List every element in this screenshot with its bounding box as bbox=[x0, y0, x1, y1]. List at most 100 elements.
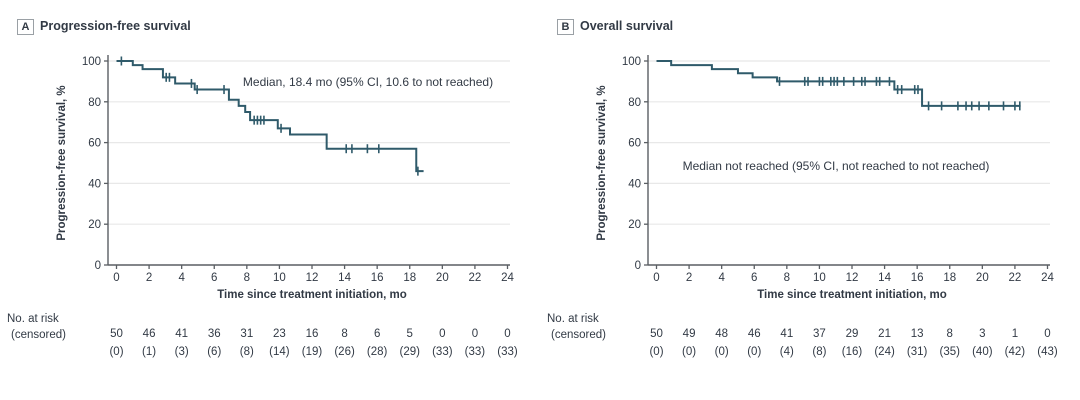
risk-table-censored-label: (censored) bbox=[551, 329, 606, 341]
x-axis-title: Time since treatment initiation, mo bbox=[757, 289, 947, 301]
x-tick-label: 14 bbox=[338, 272, 351, 284]
y-tick-label: 100 bbox=[622, 56, 641, 68]
x-tick-label: 16 bbox=[911, 272, 924, 284]
x-tick-label: 14 bbox=[878, 272, 891, 284]
x-tick-label: 6 bbox=[751, 272, 757, 284]
x-tick-label: 16 bbox=[371, 272, 384, 284]
at-risk-count: 0 bbox=[471, 328, 479, 340]
at-risk-count: 23 bbox=[273, 328, 286, 340]
risk-table-header: No. at risk bbox=[7, 313, 59, 325]
at-risk-count: 1 bbox=[1011, 328, 1019, 340]
x-tick-label: 20 bbox=[436, 272, 449, 284]
at-risk-count: 21 bbox=[878, 328, 891, 340]
at-risk-count: 50 bbox=[650, 328, 663, 340]
censored-count: (0) bbox=[682, 346, 697, 358]
censored-count: (19) bbox=[301, 346, 323, 358]
at-risk-row: 50 49 48 46 41 37 29 21 13 8 3 1 0 bbox=[540, 328, 1080, 344]
at-risk-count: 0 bbox=[1044, 328, 1051, 340]
censored-count: (0) bbox=[714, 346, 729, 358]
x-tick-label: 4 bbox=[718, 272, 725, 284]
y-tick-label: 40 bbox=[88, 178, 101, 190]
censored-count: (4) bbox=[779, 346, 794, 358]
x-tick-label: 10 bbox=[813, 272, 826, 284]
censored-count: (0) bbox=[649, 346, 664, 358]
at-risk-count: 50 bbox=[110, 328, 123, 340]
x-tick-label: 18 bbox=[403, 272, 416, 284]
censored-row: (0) (0) (0) (0) (4) (8) (16) (24) (31) (35) (40) (4… bbox=[540, 346, 1080, 362]
y-tick-label: 0 bbox=[95, 260, 101, 272]
censored-count: (16) bbox=[841, 346, 863, 358]
censored-count: (33) bbox=[432, 346, 453, 358]
x-tick-label: 24 bbox=[1041, 272, 1054, 284]
x-tick-label: 0 bbox=[653, 272, 659, 284]
x-tick-label: 24 bbox=[501, 272, 514, 284]
censored-count: (28) bbox=[366, 346, 388, 358]
censored-row: (0) (1) (3) (6) (8) (14) (19) (26) (28) (29) (33) (… bbox=[0, 346, 540, 362]
y-tick-label: 40 bbox=[628, 178, 641, 190]
x-tick-label: 22 bbox=[1009, 272, 1022, 284]
censored-count: (8) bbox=[239, 346, 254, 358]
y-tick-label: 20 bbox=[88, 219, 101, 231]
x-tick-label: 12 bbox=[846, 272, 859, 284]
at-risk-count: 46 bbox=[142, 328, 156, 340]
panel-title: Overall survival bbox=[580, 19, 674, 33]
x-tick-label: 2 bbox=[686, 272, 692, 284]
panel-title: Progression-free survival bbox=[40, 19, 191, 33]
x-tick-label: 18 bbox=[943, 272, 956, 284]
panel-progression-free-survival: A Progression-free survival 0 20 40 60 80 100… bbox=[0, 19, 540, 362]
x-tick-label: 0 bbox=[113, 272, 119, 284]
at-risk-count: 48 bbox=[715, 328, 729, 340]
at-risk-count: 41 bbox=[175, 328, 189, 340]
at-risk-count: 5 bbox=[406, 328, 413, 340]
y-tick-label: 60 bbox=[88, 138, 101, 150]
y-axis-title: Progression-free survival, % bbox=[56, 85, 68, 241]
y-tick-label: 20 bbox=[628, 219, 641, 231]
panel-letter-badge: A bbox=[17, 19, 34, 35]
at-risk-count: 46 bbox=[747, 328, 761, 340]
at-risk-count: 41 bbox=[780, 328, 794, 340]
censored-count: (8) bbox=[812, 346, 827, 358]
censored-count: (31) bbox=[906, 346, 928, 358]
censored-count: (24) bbox=[874, 346, 895, 358]
censored-count: (3) bbox=[174, 346, 189, 358]
y-axis-title: Progression-free survival, % bbox=[596, 85, 608, 241]
at-risk-count: 8 bbox=[946, 328, 953, 340]
censored-count: (35) bbox=[939, 346, 960, 358]
censored-count: (1) bbox=[142, 346, 157, 358]
censored-count: (40) bbox=[972, 346, 993, 358]
panel-letter-badge: B bbox=[557, 19, 574, 35]
censored-count: (43) bbox=[1037, 346, 1058, 358]
censored-count: (6) bbox=[207, 346, 222, 358]
at-risk-count: 0 bbox=[439, 328, 446, 340]
at-risk-row: 50 46 41 36 31 23 16 8 6 5 0 0 0 bbox=[0, 328, 540, 344]
y-tick-label: 0 bbox=[635, 260, 641, 272]
at-risk-count: 3 bbox=[979, 328, 986, 340]
censored-count: (26) bbox=[334, 346, 355, 358]
x-tick-label: 4 bbox=[178, 272, 185, 284]
x-tick-label: 8 bbox=[784, 272, 790, 284]
y-tick-label: 80 bbox=[88, 97, 101, 109]
censored-count: (14) bbox=[269, 346, 290, 358]
panel-overall-survival: B Overall survival 0 20 40 60 80 100 0 2 4 6 8 10 12… bbox=[540, 0, 1080, 400]
x-axis-title: Time since treatment initiation, mo bbox=[217, 289, 407, 301]
censored-count: (0) bbox=[747, 346, 762, 358]
risk-table-censored-label: (censored) bbox=[11, 329, 66, 341]
median-annotation: Median not reached (95% CI, not reached … bbox=[682, 159, 990, 173]
x-tick-label: 10 bbox=[273, 272, 286, 284]
at-risk-count: 49 bbox=[682, 328, 696, 340]
at-risk-count: 36 bbox=[207, 328, 221, 340]
x-tick-label: 6 bbox=[211, 272, 217, 284]
censored-count: (0) bbox=[109, 346, 124, 358]
at-risk-count: 8 bbox=[341, 328, 348, 340]
at-risk-count: 31 bbox=[240, 328, 254, 340]
censored-count: (42) bbox=[1004, 346, 1026, 358]
censored-count: (29) bbox=[399, 346, 420, 358]
risk-table-header: No. at risk bbox=[547, 313, 599, 325]
censored-count: (33) bbox=[497, 346, 518, 358]
at-risk-count: 6 bbox=[373, 328, 381, 340]
x-tick-label: 22 bbox=[469, 272, 482, 284]
km-curve bbox=[656, 60, 1021, 107]
